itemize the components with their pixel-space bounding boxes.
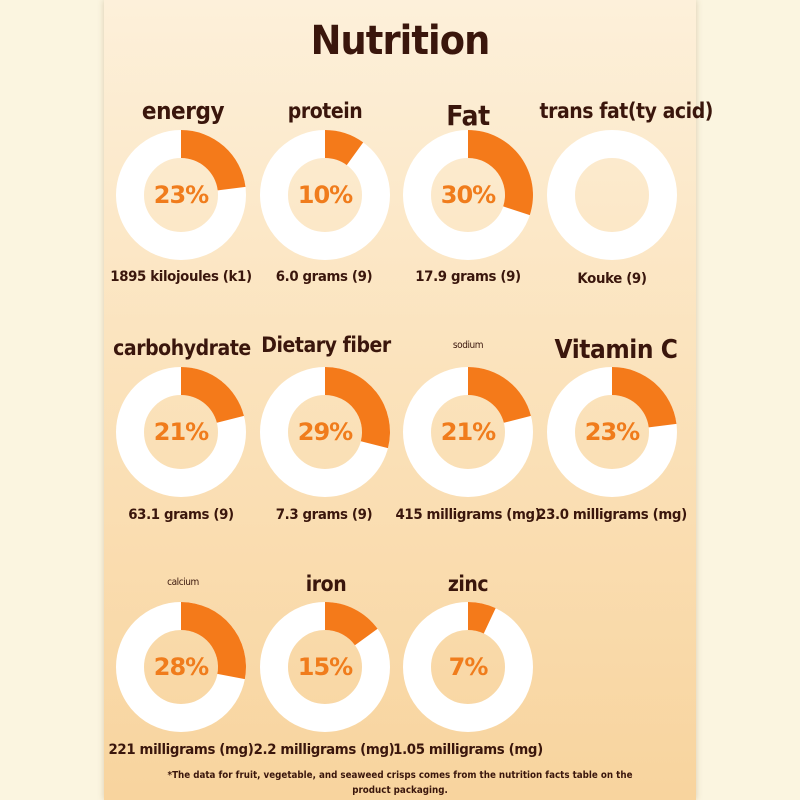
nutrient-label-carbohydrate: carbohydrate: [113, 336, 251, 360]
percent-calcium: 28%: [153, 653, 209, 681]
amount-iron: 2.2 milligrams (mg): [253, 742, 395, 758]
ring-fill-calcium: [181, 602, 247, 680]
nutrient-label-trans-fat: trans fat(ty acid): [539, 99, 714, 123]
amount-sodium: 415 milligrams (mg): [395, 507, 541, 523]
percent-carbohydrate: 21%: [153, 418, 209, 446]
nutrient-label-vitamin-c: Vitamin C: [554, 335, 678, 365]
donut-chart-sodium: [403, 367, 533, 497]
nutrient-label-calcium: calcium: [167, 577, 199, 588]
amount-carbohydrate: 63.1 grams (9): [128, 507, 234, 523]
donut-chart-energy: [116, 130, 246, 260]
percent-zinc: 7%: [448, 653, 489, 681]
donut-chart-iron: [260, 602, 390, 732]
ring-fill-iron: [325, 602, 378, 646]
amount-calcium: 221 milligrams (mg): [108, 742, 254, 758]
amount-vitamin-c: 23.0 milligrams (mg): [537, 507, 687, 523]
amount-trans-fat: Kouke (9): [577, 271, 647, 287]
ring-fill-fat: [468, 130, 533, 216]
percent-protein: 10%: [297, 181, 353, 209]
amount-dietary-fiber: 7.3 grams (9): [275, 507, 373, 523]
donut-chart-calcium: [116, 602, 247, 732]
donut-energy: 23%: [116, 130, 246, 260]
percent-iron: 15%: [297, 653, 353, 681]
ring-fill-energy: [181, 130, 246, 191]
nutrient-label-protein: protein: [287, 99, 363, 123]
donut-sodium: 21%: [403, 367, 533, 497]
footnote: *The data for fruit, vegetable, and seaw…: [128, 768, 673, 798]
footnote-line-1: *The data for fruit, vegetable, and seaw…: [167, 770, 633, 781]
ring-fill-zinc: [468, 602, 496, 634]
amount-fat: 17.9 grams (9): [415, 269, 521, 285]
percent-sodium: 21%: [440, 418, 496, 446]
amount-zinc: 1.05 milligrams (mg): [393, 742, 543, 758]
nutrient-label-iron: iron: [305, 572, 347, 596]
donut-vitamin-c: 23%: [547, 367, 677, 497]
donut-dietary-fiber: 29%: [260, 367, 390, 497]
footnote-line-2: product packaging.: [352, 785, 448, 796]
donut-chart-protein: [260, 130, 390, 260]
percent-dietary-fiber: 29%: [297, 418, 353, 446]
donut-chart-dietary-fiber: [260, 367, 390, 497]
ring-fill-vitamin-c: [612, 367, 677, 428]
donut-protein: 10%: [260, 130, 390, 260]
donut-iron: 15%: [260, 602, 390, 732]
donut-chart-vitamin-c: [547, 367, 677, 497]
nutrient-label-zinc: zinc: [447, 572, 489, 596]
donut-chart-trans-fat: [547, 130, 677, 260]
ring-fill-sodium: [468, 367, 531, 423]
percent-vitamin-c: 23%: [584, 418, 640, 446]
ring-track: [547, 130, 677, 260]
page-title: Nutrition: [310, 18, 491, 64]
donut-calcium: 28%: [116, 602, 247, 732]
nutrient-label-sodium: sodium: [452, 340, 484, 351]
percent-fat: 30%: [440, 181, 496, 209]
donut-trans-fat: [547, 130, 677, 260]
donut-chart-zinc: [403, 602, 533, 732]
donut-fat: 30%: [403, 130, 533, 260]
percent-trans-fat: [547, 130, 677, 260]
ring-fill-protein: [325, 130, 364, 166]
nutrient-label-fat: Fat: [446, 99, 490, 132]
donut-zinc: 7%: [403, 602, 533, 732]
ring-fill-carbohydrate: [181, 367, 244, 423]
nutrient-label-energy: energy: [141, 97, 225, 125]
donut-chart-carbohydrate: [116, 367, 246, 497]
nutrient-label-dietary-fiber: Dietary fiber: [261, 333, 391, 357]
amount-protein: 6.0 grams (9): [275, 269, 373, 285]
percent-energy: 23%: [153, 181, 209, 209]
amount-energy: 1895 kilojoules (k1): [110, 269, 252, 285]
donut-carbohydrate: 21%: [116, 367, 246, 497]
ring-fill-dietary-fiber: [325, 367, 390, 449]
donut-chart-fat: [403, 130, 533, 260]
